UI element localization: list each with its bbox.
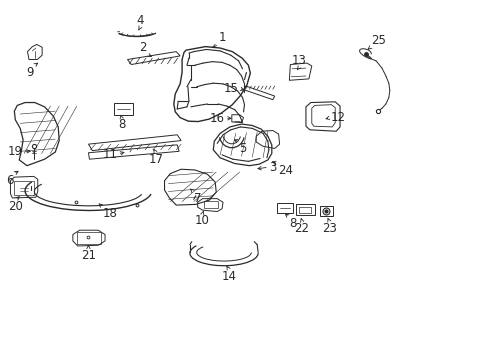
Text: 12: 12 (330, 111, 345, 124)
Bar (319, 206, 332, 216)
Text: 14: 14 (221, 270, 236, 283)
Text: 6: 6 (6, 174, 13, 187)
Text: 8: 8 (289, 217, 296, 230)
Text: 23: 23 (321, 222, 336, 235)
Bar (114, 103, 133, 115)
Bar (77, 232, 101, 244)
Bar (203, 201, 218, 208)
Text: 13: 13 (291, 54, 306, 67)
Text: 22: 22 (294, 222, 309, 235)
Text: 24: 24 (277, 163, 292, 176)
Text: 21: 21 (81, 249, 96, 262)
Text: 10: 10 (195, 214, 209, 227)
Text: 20: 20 (8, 200, 23, 213)
Text: 11: 11 (102, 148, 118, 161)
Bar (299, 207, 310, 213)
Text: 19: 19 (8, 145, 23, 158)
Bar (14, 181, 34, 195)
Text: 1: 1 (219, 31, 226, 44)
Bar (296, 204, 314, 215)
Text: 17: 17 (148, 153, 163, 166)
Text: 25: 25 (370, 33, 386, 46)
Text: 5: 5 (239, 142, 246, 155)
Text: 3: 3 (268, 161, 276, 174)
Text: 4: 4 (136, 14, 143, 27)
Text: 16: 16 (209, 112, 224, 125)
Text: 8: 8 (118, 118, 125, 131)
Text: 9: 9 (26, 66, 34, 79)
Text: 2: 2 (139, 41, 147, 54)
Text: 18: 18 (103, 207, 118, 220)
Text: 7: 7 (193, 192, 201, 205)
Bar (276, 203, 293, 213)
Text: 15: 15 (224, 82, 238, 95)
